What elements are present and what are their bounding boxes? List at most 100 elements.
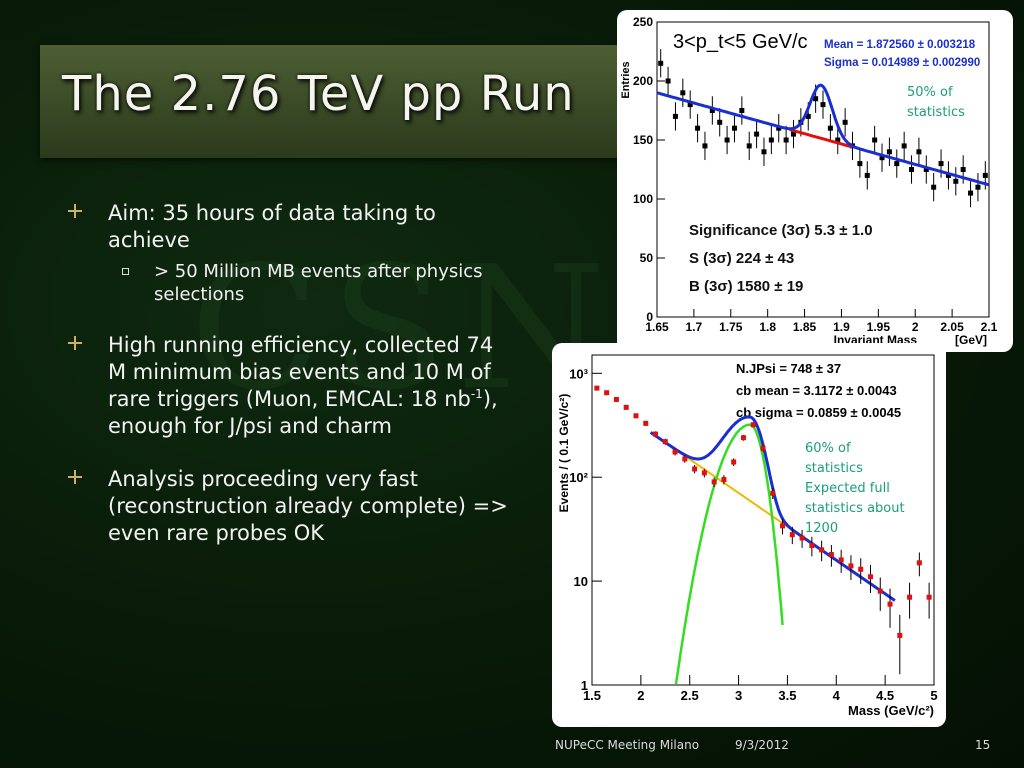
- y-tick-label: 0: [646, 310, 653, 324]
- data-point: [750, 422, 756, 428]
- background-watermark: CSN: [190, 230, 616, 428]
- data-point: [838, 557, 844, 563]
- square-bullet-icon: [122, 268, 129, 275]
- data-point: [931, 184, 937, 190]
- fit-result-line: B (3σ) 1580 ± 19: [689, 278, 803, 295]
- bullet-text: Analysis proceeding very fast (reconstru…: [108, 467, 508, 545]
- stats-line: Sigma = 0.014989 ± 0.002990: [824, 57, 980, 69]
- data-point: [828, 552, 834, 558]
- data-point: [740, 435, 746, 441]
- x-tick-label: 2: [912, 320, 919, 334]
- footer-page-number: 15: [975, 738, 991, 752]
- data-point: [872, 137, 878, 143]
- data-point: [724, 137, 730, 143]
- data-point: [780, 523, 786, 529]
- superscript: -1: [470, 387, 483, 401]
- data-point: [894, 161, 900, 167]
- data-point: [643, 420, 649, 426]
- data-point: [783, 137, 789, 143]
- data-point: [813, 96, 819, 102]
- data-point: [687, 102, 693, 108]
- x-tick-label: 2.1: [981, 320, 998, 334]
- data-point: [938, 161, 944, 167]
- data-point: [916, 560, 922, 566]
- data-point: [695, 125, 701, 131]
- x-tick-label: 1.5: [583, 688, 601, 703]
- x-axis-unit: [GeV]: [955, 333, 987, 347]
- data-point: [897, 632, 903, 638]
- data-point: [754, 131, 760, 137]
- data-point: [658, 60, 664, 66]
- annotation-plot2: 60% of statistics Expected full statistics …: [805, 439, 905, 539]
- bullet-text: High running efficiency, collected 74 M …: [108, 333, 494, 411]
- bullet-icon: [68, 204, 82, 218]
- sub-bullet: > 50 Million MB events after physics sel…: [116, 260, 508, 306]
- data-point: [717, 119, 723, 125]
- data-point: [789, 532, 795, 538]
- y-tick-label: 10: [574, 574, 588, 589]
- stats-line: cb mean = 3.1172 ± 0.0043: [736, 383, 897, 398]
- data-point: [879, 155, 885, 161]
- data-point: [835, 137, 841, 143]
- background-fit-line: [789, 128, 853, 149]
- data-point: [594, 385, 600, 391]
- x-tick-label: 1.95: [867, 320, 891, 334]
- data-point: [923, 167, 929, 172]
- annotation-line: statistics: [907, 105, 965, 120]
- data-point: [731, 459, 737, 465]
- y-tick-label: 50: [640, 251, 654, 265]
- plot-title: 3<p_t<5 GeV/c: [673, 31, 808, 53]
- bullet-text-end: ), enough for J/psi and charm: [108, 387, 498, 438]
- footer-date: 9/3/2012: [735, 738, 789, 752]
- dmeson-mass-chart: 0 50 100 150 200 250 1.65 1.7 1.75 1.8 1.85 1.9 1.95…: [620, 15, 998, 347]
- x-tick-label: 1.9: [833, 320, 850, 334]
- x-tick-label: 3: [735, 688, 742, 703]
- fit-result-line: S (3σ) 224 ± 43: [689, 250, 794, 267]
- plot-frame: [591, 354, 935, 686]
- data-point: [711, 479, 717, 485]
- data-point: [858, 566, 864, 572]
- x-tick-label: 2.5: [681, 688, 699, 703]
- annotation-line: statistics: [805, 461, 863, 476]
- y-axis-label: Events / ( 0.1 GeV/c²): [557, 394, 571, 513]
- total-fit-line: [656, 83, 990, 187]
- x-tick-label: 3.5: [778, 688, 796, 703]
- data-point: [820, 102, 826, 108]
- data-point: [848, 563, 854, 569]
- annotation-plot1: 50% of statistics: [907, 83, 965, 123]
- y-tick-label: 250: [633, 15, 653, 29]
- data-point: [731, 125, 737, 131]
- x-tick-label: 1.85: [793, 320, 817, 334]
- annotation-line: Expected full: [805, 481, 890, 496]
- data-point: [760, 445, 766, 451]
- data-point: [662, 439, 668, 445]
- stats-line: Mean = 1.872560 ± 0.003218: [824, 39, 976, 51]
- data-point: [799, 535, 805, 541]
- bullet-efficiency: High running efficiency, collected 74 M …: [68, 332, 508, 440]
- data-point: [842, 119, 848, 125]
- data-point: [809, 543, 815, 549]
- x-tick-label: 1.8: [759, 320, 776, 334]
- data-point: [776, 125, 782, 131]
- jpsi-mass-chart: 1 10 10² 10³ 1.5 2 2.5 3 3.5 4 4.5 5 Events / ( 0.1 …: [557, 354, 938, 718]
- data-point: [701, 470, 707, 476]
- data-point: [682, 456, 688, 462]
- bullet-text: Aim: 35 hours of data taking to achieve: [108, 201, 436, 252]
- data-point: [916, 149, 922, 155]
- x-axis-label: Mass (GeV/c²): [848, 703, 934, 718]
- data-point: [982, 172, 988, 178]
- data-point: [790, 131, 796, 137]
- signal-fit-line: [674, 423, 784, 685]
- data-point: [613, 396, 619, 402]
- data-point: [623, 404, 629, 410]
- data-point: [672, 449, 678, 455]
- plot-frame: [656, 21, 990, 318]
- data-point: [864, 172, 870, 178]
- data-point: [770, 490, 776, 496]
- data-point: [945, 172, 951, 178]
- y-axis-label: Entries: [620, 61, 632, 98]
- title-bar: [40, 45, 640, 158]
- data-point: [827, 125, 833, 131]
- data-point: [975, 184, 981, 190]
- x-tick-label: 1.65: [645, 320, 669, 334]
